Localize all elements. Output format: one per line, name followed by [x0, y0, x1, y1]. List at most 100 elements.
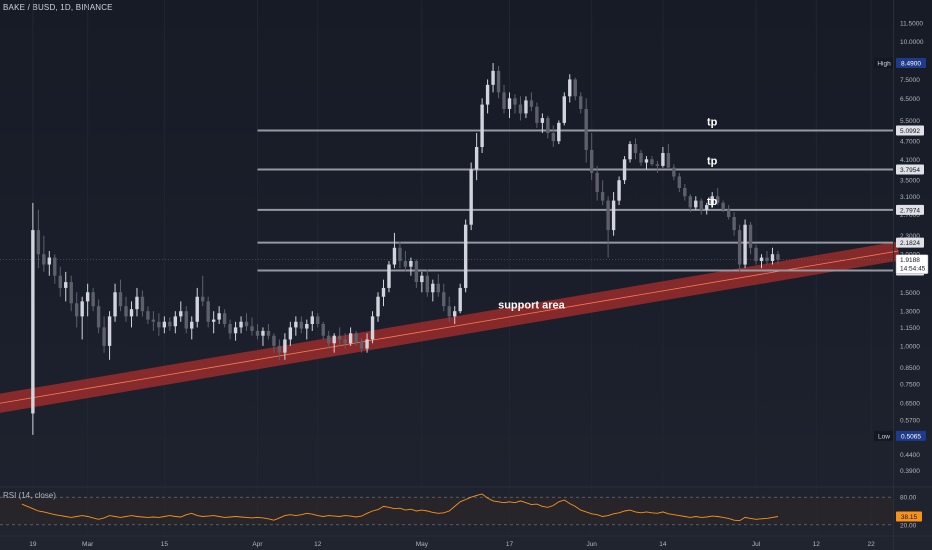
candle — [140, 296, 145, 312]
candle — [496, 70, 501, 93]
level-value: 2.7974 — [900, 207, 920, 214]
candle — [748, 224, 753, 248]
candle — [387, 264, 391, 288]
candle — [348, 333, 353, 344]
price-tick: 0.7500 — [900, 381, 920, 388]
price-tick: 1.3000 — [900, 309, 920, 316]
price-tick: 6.5000 — [900, 96, 920, 103]
candle — [343, 339, 347, 344]
candle — [600, 192, 605, 201]
time-tick: Mar — [82, 541, 94, 548]
high-label: High — [877, 61, 891, 68]
candle — [118, 292, 123, 307]
candle — [557, 122, 561, 142]
tp-label: tp — [707, 155, 718, 167]
rsi-value: 38.15 — [901, 514, 918, 521]
price-tick: 3.5000 — [900, 178, 920, 185]
price-tick: 0.6500 — [900, 400, 920, 407]
candle — [58, 275, 62, 288]
candle — [135, 296, 139, 310]
candle — [546, 118, 550, 134]
candle — [425, 275, 430, 293]
level-value: 3.7954 — [900, 167, 920, 174]
candle — [168, 321, 172, 327]
candle — [463, 224, 468, 288]
candle — [146, 311, 150, 320]
price-tick: 0.5700 — [900, 418, 920, 425]
candle — [551, 133, 556, 142]
candle — [102, 327, 106, 346]
candle — [173, 316, 178, 327]
rsi-value-box — [896, 511, 922, 522]
candle — [573, 79, 577, 97]
candle — [699, 200, 703, 210]
candle — [239, 321, 243, 328]
candle — [316, 316, 320, 324]
candle — [644, 159, 649, 163]
time-tick: May — [416, 541, 429, 548]
candle — [190, 321, 194, 329]
candle — [732, 217, 736, 231]
candle — [770, 254, 775, 262]
rsi-lower-tick: 20.00 — [900, 522, 917, 529]
price-tick: 0.8500 — [900, 365, 920, 372]
candle — [53, 257, 57, 276]
candle — [666, 152, 671, 168]
price-tick: 2.7000 — [900, 212, 920, 219]
candle — [579, 96, 583, 109]
candle — [726, 209, 731, 218]
candle — [36, 230, 41, 255]
candle — [75, 303, 79, 317]
candle — [639, 152, 643, 163]
candle — [589, 149, 594, 173]
price-tick: 1.5000 — [900, 290, 920, 297]
candle — [759, 257, 764, 262]
candle — [710, 196, 714, 206]
candle — [354, 333, 358, 342]
high-value: 8.4900 — [901, 61, 921, 68]
high-label-box — [874, 58, 894, 69]
candle — [228, 324, 232, 334]
candle — [211, 319, 216, 322]
candle — [650, 159, 654, 165]
candle — [42, 254, 46, 265]
candle — [683, 187, 687, 197]
candle — [611, 200, 616, 231]
candle — [222, 313, 227, 324]
candle — [431, 283, 435, 293]
candle — [743, 224, 747, 265]
candle — [518, 104, 523, 114]
candle — [414, 261, 419, 283]
candle — [436, 283, 440, 293]
candle — [250, 326, 254, 331]
time-tick: Jun — [586, 541, 597, 548]
candle — [370, 316, 375, 340]
support-band — [0, 241, 901, 413]
level-value-box — [896, 204, 924, 215]
candle — [201, 296, 205, 302]
tp-label: tp — [707, 196, 718, 208]
candle — [294, 321, 298, 328]
candle — [283, 339, 287, 353]
candle — [376, 296, 380, 317]
candle — [299, 321, 304, 329]
candle — [655, 164, 660, 166]
price-tick: 3.1000 — [900, 194, 920, 201]
time-tick: 22 — [867, 541, 875, 548]
candle — [179, 311, 183, 317]
candle — [584, 108, 588, 150]
low-label-box — [874, 430, 894, 441]
rsi-band — [0, 497, 893, 525]
level-value: 5.0992 — [900, 128, 920, 135]
candle — [129, 309, 134, 317]
candle — [622, 159, 627, 181]
candle — [540, 118, 545, 123]
candle — [491, 70, 495, 85]
candle — [327, 335, 331, 344]
candle — [288, 327, 293, 340]
candle — [195, 296, 199, 322]
candle — [217, 313, 221, 320]
candle — [458, 287, 462, 312]
time-tick: 14 — [659, 541, 667, 548]
